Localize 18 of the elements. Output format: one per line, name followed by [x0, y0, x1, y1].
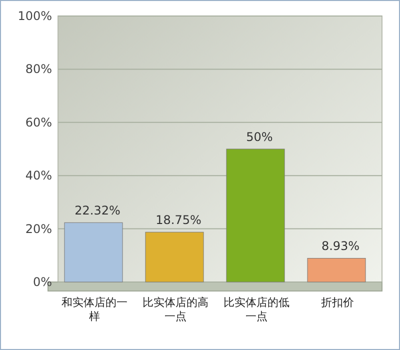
- bar: [64, 222, 123, 282]
- x-tick-label: 比实体店的高一点: [142, 296, 208, 323]
- data-label: 22.32%: [74, 204, 120, 218]
- data-label: 50%: [246, 130, 273, 144]
- y-tick-label: 60%: [25, 115, 52, 130]
- bar: [226, 148, 285, 282]
- x-tick-label: 折扣价: [321, 296, 354, 309]
- x-tick-label: 比实体店的低一点: [224, 296, 290, 323]
- y-tick-label: 40%: [25, 168, 52, 183]
- bar: [307, 258, 366, 282]
- bar: [145, 232, 204, 282]
- data-label: 18.75%: [156, 213, 202, 228]
- data-label: 8.93%: [321, 239, 360, 254]
- y-tick-label: 100%: [18, 9, 52, 23]
- y-tick-label: 80%: [25, 62, 52, 76]
- y-tick-label: 0%: [32, 275, 52, 289]
- y-tick-label: 20%: [25, 222, 52, 236]
- x-tick-label: 和实体店的一样: [62, 296, 128, 323]
